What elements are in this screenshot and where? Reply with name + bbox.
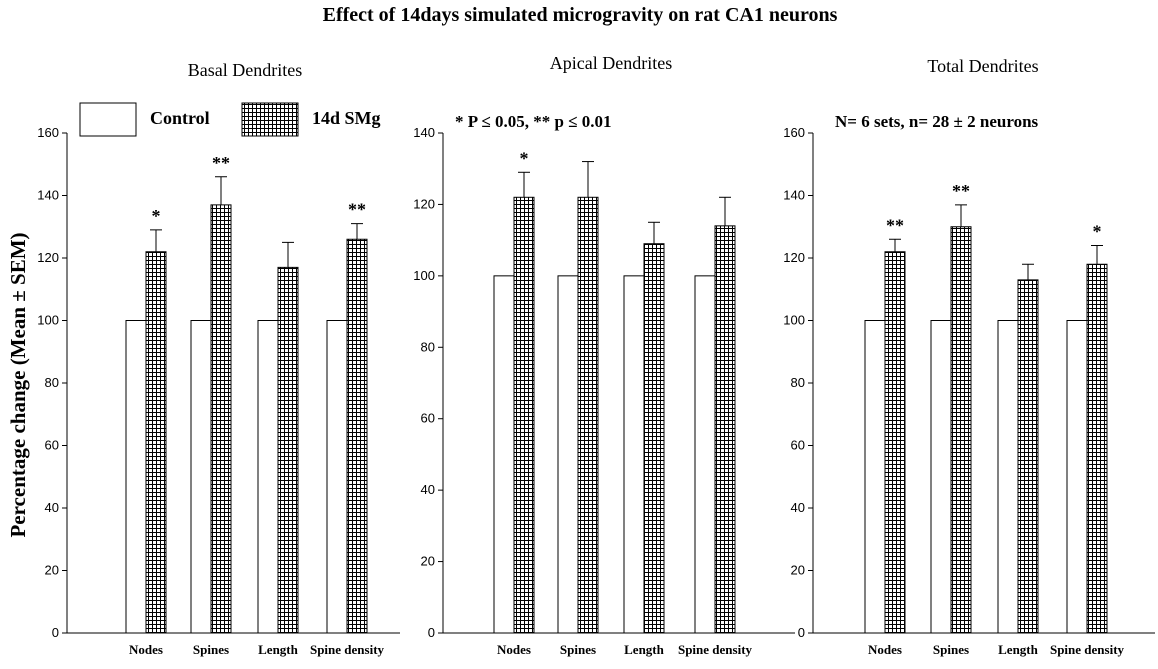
bar-control-3: [623, 275, 645, 634]
significance-marker-4: **: [348, 200, 366, 220]
y-tick-label: 100: [413, 268, 435, 283]
y-tick-label: 120: [413, 196, 435, 211]
chart-panel-1: Basal Dendrites 0 20 40 60 80 100 120 140 160 * Nod…: [37, 60, 400, 657]
bar-control-2: [557, 275, 579, 634]
y-tick-label: 120: [783, 250, 805, 265]
category-label-4: Spine density: [310, 642, 385, 657]
legend-control-label: Control: [150, 108, 210, 128]
y-tick-label: 100: [37, 313, 59, 328]
bar-control-1: [493, 275, 515, 634]
significance-note: * P ≤ 0.05, ** p ≤ 0.01: [455, 112, 612, 131]
bar-treated-4: [714, 225, 736, 634]
y-tick-label: 20: [45, 563, 59, 578]
y-tick-label: 0: [798, 625, 805, 640]
category-label-4: Spine density: [678, 642, 753, 657]
y-tick-label: 120: [37, 250, 59, 265]
y-tick-label: 100: [783, 313, 805, 328]
bar-treated-3: [277, 266, 299, 634]
legend-control-swatch: [79, 102, 137, 137]
significance-marker-2: **: [952, 181, 970, 201]
category-label-1: Nodes: [129, 642, 163, 657]
bar-treated-4: [346, 238, 368, 634]
bar-treated-1: [884, 251, 906, 634]
bar-treated-4: [1086, 263, 1108, 634]
significance-marker-1: **: [886, 215, 904, 235]
y-axis-label: Percentage change (Mean ± SEM): [6, 232, 30, 537]
y-tick-label: 80: [791, 375, 805, 390]
y-tick-label: 160: [783, 125, 805, 140]
bar-treated-2: [950, 226, 972, 634]
significance-marker-1: *: [152, 206, 161, 226]
bar-treated-3: [1017, 279, 1039, 634]
bar-control-4: [326, 320, 348, 634]
y-tick-label: 60: [421, 411, 435, 426]
figure-title: Effect of 14days simulated microgravity …: [323, 4, 838, 26]
category-label-3: Length: [624, 642, 665, 657]
significance-marker-2: **: [212, 153, 230, 173]
legend-treated-label: 14d SMg: [312, 108, 381, 128]
chart-panel-3: Total Dendrites 0 20 40 60 80 100 120 140 160 ** No…: [783, 56, 1155, 657]
y-tick-label: 140: [783, 188, 805, 203]
category-label-1: Nodes: [497, 642, 531, 657]
y-tick-label: 160: [37, 125, 59, 140]
category-label-4: Spine density: [1050, 642, 1125, 657]
y-tick-label: 20: [791, 563, 805, 578]
significance-marker-4: *: [1093, 222, 1102, 242]
category-label-3: Length: [258, 642, 299, 657]
bar-control-4: [1066, 320, 1088, 634]
y-tick-label: 0: [52, 625, 59, 640]
panel-title: Apical Dendrites: [550, 53, 672, 73]
panel-title: Total Dendrites: [927, 56, 1038, 76]
significance-marker-1: *: [520, 148, 529, 168]
legend-treated-swatch: [241, 102, 299, 137]
bar-treated-3: [643, 243, 665, 634]
category-label-2: Spines: [933, 642, 969, 657]
y-tick-label: 80: [421, 339, 435, 354]
category-label-3: Length: [998, 642, 1039, 657]
category-label-2: Spines: [193, 642, 229, 657]
y-tick-label: 140: [37, 188, 59, 203]
panel-title: Basal Dendrites: [188, 60, 302, 80]
chart-panel-2: Apical Dendrites 0 20 40 60 80 100 120 140 * Nodes…: [413, 53, 795, 657]
y-tick-label: 60: [791, 438, 805, 453]
y-tick-label: 140: [413, 125, 435, 140]
bar-control-4: [694, 275, 716, 634]
y-tick-label: 40: [421, 482, 435, 497]
bar-control-3: [997, 320, 1019, 634]
bar-treated-1: [513, 196, 535, 634]
category-label-1: Nodes: [868, 642, 902, 657]
bar-control-1: [864, 320, 886, 634]
bar-treated-2: [210, 204, 232, 634]
y-tick-label: 20: [421, 554, 435, 569]
bar-control-2: [190, 320, 212, 634]
y-tick-label: 40: [45, 500, 59, 515]
bar-control-1: [125, 320, 147, 634]
bar-treated-1: [145, 251, 167, 634]
category-label-2: Spines: [560, 642, 596, 657]
y-tick-label: 40: [791, 500, 805, 515]
y-tick-label: 80: [45, 375, 59, 390]
bar-treated-2: [577, 196, 599, 634]
legend: Control 14d SMg: [79, 102, 381, 137]
bar-control-3: [257, 320, 279, 634]
sample-note: N= 6 sets, n= 28 ± 2 neurons: [835, 112, 1039, 131]
bar-control-2: [930, 320, 952, 634]
y-tick-label: 0: [428, 625, 435, 640]
y-tick-label: 60: [45, 438, 59, 453]
chart-panels: Basal Dendrites 0 20 40 60 80 100 120 140 160 * Nod…: [37, 53, 1155, 657]
